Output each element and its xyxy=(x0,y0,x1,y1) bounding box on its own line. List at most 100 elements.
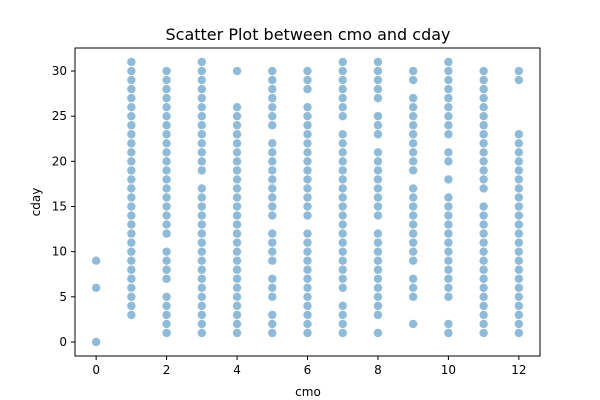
data-point xyxy=(338,57,347,67)
data-point xyxy=(514,166,524,175)
data-point xyxy=(408,247,418,256)
data-point xyxy=(268,310,277,320)
data-point xyxy=(232,202,242,211)
data-point xyxy=(373,130,383,139)
data-point xyxy=(232,166,242,175)
data-point xyxy=(162,102,171,112)
data-point xyxy=(162,121,171,130)
data-point xyxy=(514,328,524,338)
data-point xyxy=(268,111,277,121)
data-point xyxy=(197,211,207,220)
data-point xyxy=(162,256,171,265)
data-point xyxy=(479,265,488,274)
data-point xyxy=(127,184,136,193)
y-tick-label: 5 xyxy=(59,290,67,304)
data-point xyxy=(197,220,207,229)
data-point xyxy=(479,211,488,220)
data-point xyxy=(162,310,171,320)
data-point xyxy=(479,157,488,166)
data-point xyxy=(514,202,524,211)
data-point xyxy=(338,319,347,329)
data-point xyxy=(232,148,242,157)
data-point xyxy=(268,84,277,94)
data-point xyxy=(479,184,488,193)
data-point xyxy=(479,66,488,76)
data-point xyxy=(479,274,488,283)
data-point xyxy=(197,193,207,202)
data-point xyxy=(232,265,242,274)
data-point xyxy=(127,102,136,112)
points-layer xyxy=(91,57,524,347)
data-point xyxy=(373,66,383,76)
data-point xyxy=(338,166,347,175)
data-point xyxy=(232,274,242,283)
data-point xyxy=(408,75,418,85)
data-point xyxy=(479,328,488,338)
data-point xyxy=(373,93,383,103)
data-point xyxy=(514,310,524,320)
data-point xyxy=(444,130,453,139)
data-point xyxy=(408,238,418,247)
data-point xyxy=(232,328,242,338)
data-point xyxy=(444,202,453,211)
data-point xyxy=(479,319,488,329)
x-tick-label: 10 xyxy=(441,363,456,377)
data-point xyxy=(514,238,524,247)
data-point xyxy=(232,66,242,76)
data-point xyxy=(232,121,242,130)
data-point xyxy=(162,111,171,121)
data-point xyxy=(479,229,488,238)
data-point xyxy=(303,328,312,338)
data-point xyxy=(268,211,277,220)
data-point xyxy=(197,319,207,329)
data-point xyxy=(197,184,207,193)
data-point xyxy=(373,274,383,283)
data-point xyxy=(303,301,312,311)
data-point xyxy=(162,139,171,148)
data-point xyxy=(408,292,418,302)
data-point xyxy=(232,310,242,320)
data-point xyxy=(232,319,242,329)
data-point xyxy=(444,211,453,220)
x-tick-label: 8 xyxy=(374,363,382,377)
data-point xyxy=(338,93,347,103)
data-point xyxy=(127,111,136,121)
data-point xyxy=(91,283,101,293)
data-point xyxy=(197,75,207,85)
data-point xyxy=(514,274,524,283)
data-point xyxy=(162,319,171,329)
data-point xyxy=(444,328,453,338)
data-point xyxy=(162,148,171,157)
data-point xyxy=(338,111,347,121)
data-point xyxy=(162,66,171,76)
data-point xyxy=(514,66,524,76)
data-point xyxy=(232,102,242,112)
data-point xyxy=(268,193,277,202)
data-point xyxy=(303,75,312,85)
data-point xyxy=(197,256,207,265)
data-point xyxy=(444,175,453,184)
data-point xyxy=(197,283,207,293)
data-point xyxy=(514,301,524,311)
data-point xyxy=(479,310,488,320)
data-point xyxy=(373,283,383,293)
data-point xyxy=(479,102,488,112)
data-point xyxy=(162,229,171,238)
data-point xyxy=(338,310,347,320)
data-point xyxy=(479,139,488,148)
data-point xyxy=(444,93,453,103)
data-point xyxy=(444,75,453,85)
data-point xyxy=(444,121,453,130)
data-point xyxy=(444,238,453,247)
data-point xyxy=(338,283,347,293)
data-point xyxy=(408,229,418,238)
data-point xyxy=(197,93,207,103)
data-point xyxy=(232,292,242,302)
data-point xyxy=(338,220,347,229)
data-point xyxy=(338,247,347,256)
data-point xyxy=(197,265,207,274)
data-point xyxy=(303,292,312,302)
data-point xyxy=(303,111,312,121)
data-point xyxy=(444,283,453,293)
data-point xyxy=(197,84,207,94)
